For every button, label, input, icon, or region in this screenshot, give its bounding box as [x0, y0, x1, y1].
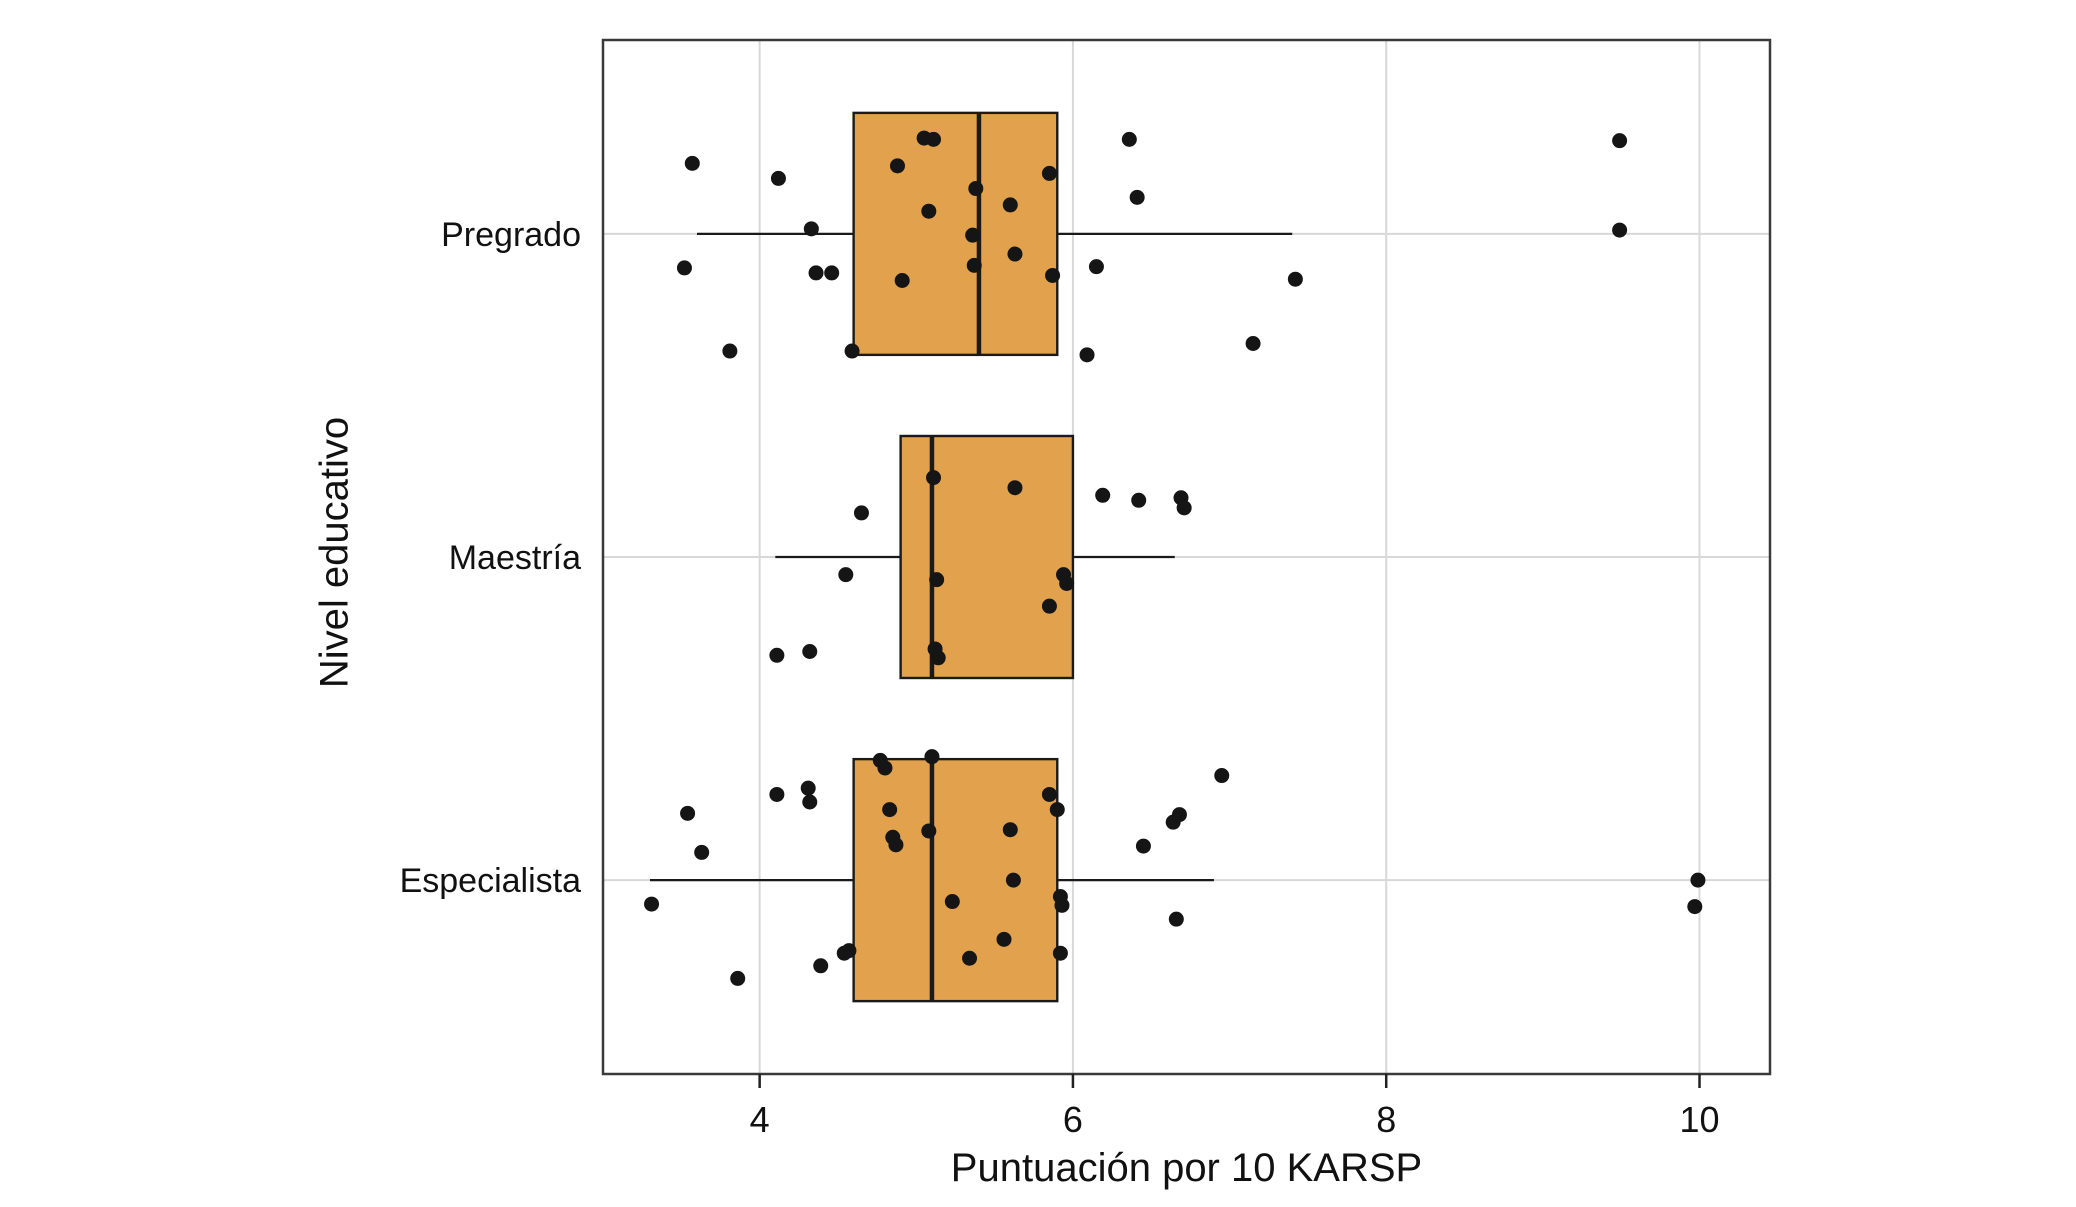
data-point	[800, 780, 816, 796]
data-point	[1041, 786, 1057, 802]
data-point	[1129, 189, 1145, 205]
data-point	[1079, 347, 1095, 363]
data-point	[841, 943, 857, 959]
data-point	[1612, 222, 1628, 238]
data-point	[929, 572, 945, 588]
data-point	[926, 131, 942, 147]
data-point	[1045, 267, 1061, 283]
data-point	[769, 786, 785, 802]
data-point	[1690, 872, 1706, 888]
data-point	[722, 343, 738, 359]
data-point	[1687, 899, 1703, 915]
data-point	[965, 227, 981, 243]
panel-border	[601, 38, 1772, 1076]
data-point	[803, 221, 819, 237]
data-point	[1002, 822, 1018, 838]
data-point	[930, 650, 946, 666]
data-point	[1002, 197, 1018, 213]
box-especialista	[852, 757, 1059, 1003]
data-point	[1005, 872, 1021, 888]
y-category-label: Especialista	[400, 862, 582, 900]
data-point	[808, 265, 824, 281]
x-tick-label: 4	[750, 1099, 770, 1140]
data-point	[838, 567, 854, 583]
y-axis-title: Nivel educativo	[312, 416, 357, 689]
data-point	[888, 837, 904, 853]
x-tick-label: 6	[1063, 1099, 1083, 1140]
data-point	[680, 805, 696, 821]
data-point	[1121, 131, 1137, 147]
data-point	[921, 823, 937, 839]
data-point	[1052, 945, 1068, 961]
data-point	[1088, 259, 1104, 275]
data-point	[802, 794, 818, 810]
data-point	[1245, 335, 1261, 351]
data-point	[676, 260, 692, 276]
data-point	[1131, 492, 1147, 508]
data-point	[968, 181, 984, 197]
data-point	[1214, 768, 1230, 784]
data-point	[1168, 911, 1184, 927]
data-point	[1135, 838, 1151, 854]
data-point	[921, 203, 937, 219]
data-point	[1171, 807, 1187, 823]
y-category-label: Pregrado	[441, 216, 581, 254]
data-point	[882, 802, 898, 818]
data-point	[996, 931, 1012, 947]
data-point	[924, 749, 940, 765]
data-point	[1095, 487, 1111, 503]
data-point	[1049, 802, 1065, 818]
data-point	[824, 265, 840, 281]
data-point	[1287, 271, 1303, 287]
data-point	[889, 158, 905, 174]
x-axis-title: Puntuación por 10 KARSP	[950, 1146, 1423, 1190]
data-point	[1041, 598, 1057, 614]
data-point	[962, 950, 978, 966]
data-point	[877, 760, 893, 776]
data-point	[1612, 133, 1628, 149]
data-point	[769, 647, 785, 663]
box-maestria	[899, 434, 1075, 680]
data-point	[1041, 165, 1057, 181]
data-point	[802, 644, 818, 659]
box-pregrado	[852, 111, 1059, 357]
data-point	[1007, 246, 1023, 262]
data-point	[1059, 575, 1075, 591]
data-point	[926, 470, 942, 486]
data-point	[813, 958, 829, 974]
y-category-label: Maestría	[449, 539, 581, 577]
x-tick-label: 8	[1376, 1099, 1396, 1140]
data-point	[966, 257, 982, 273]
data-point	[944, 894, 960, 910]
x-tick-label: 10	[1679, 1099, 1719, 1140]
data-point	[684, 155, 700, 171]
data-point	[894, 272, 910, 288]
data-point	[770, 170, 786, 186]
data-point	[844, 343, 860, 359]
data-point	[853, 505, 869, 521]
data-point	[730, 970, 746, 986]
data-point	[1176, 500, 1192, 516]
data-point	[1007, 480, 1023, 496]
data-point	[1054, 897, 1070, 913]
data-point	[644, 896, 660, 912]
data-point	[694, 844, 710, 860]
